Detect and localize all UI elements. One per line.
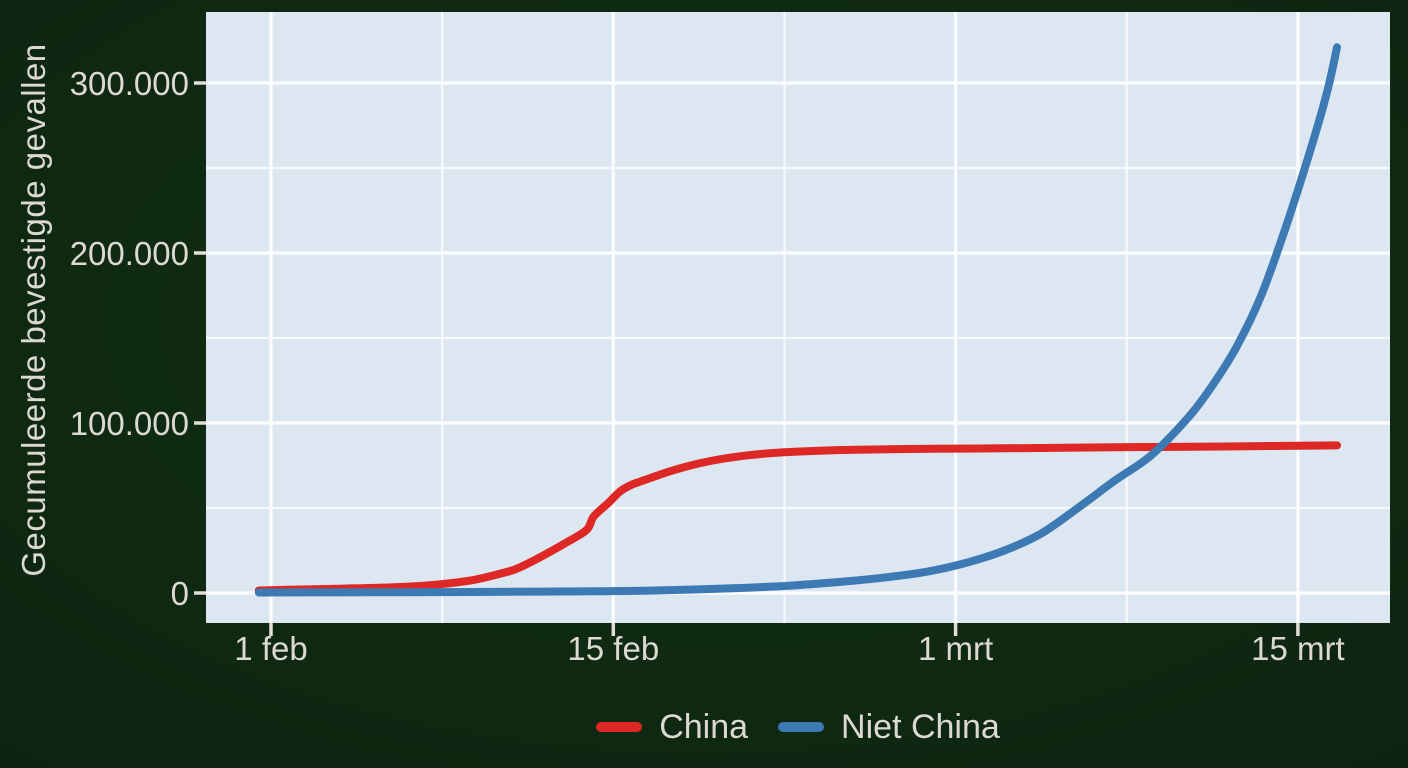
legend-item-china: China [596,708,748,747]
panel-background [206,12,1390,623]
legend-label-niet-china: Niet China [841,707,1000,746]
x-axis-tick-label: 1 feb [234,630,307,667]
legend-item-niet-china: Niet China [778,708,1000,747]
legend-label-china: China [659,707,749,746]
legend-swatch-china-icon [596,722,643,732]
legend-swatch-niet-china-icon [778,722,825,732]
y-axis-tick-label: 100.000 [70,405,189,442]
x-axis-tick-label: 15 feb [567,630,659,667]
china-line [254,441,1341,595]
niet-china-line [254,43,1341,597]
y-axis-title: Gecumuleerde bevestigde gevallen [15,43,52,577]
x-axis-tick-label: 15 mrt [1251,630,1345,667]
x-axis-tick-label: 1 mrt [918,630,993,667]
y-axis-tick-label: 0 [171,575,189,612]
y-axis-tick-label: 300.000 [70,65,189,102]
legend: China Niet China [206,703,1390,751]
y-axis-tick-label: 200.000 [70,235,189,272]
